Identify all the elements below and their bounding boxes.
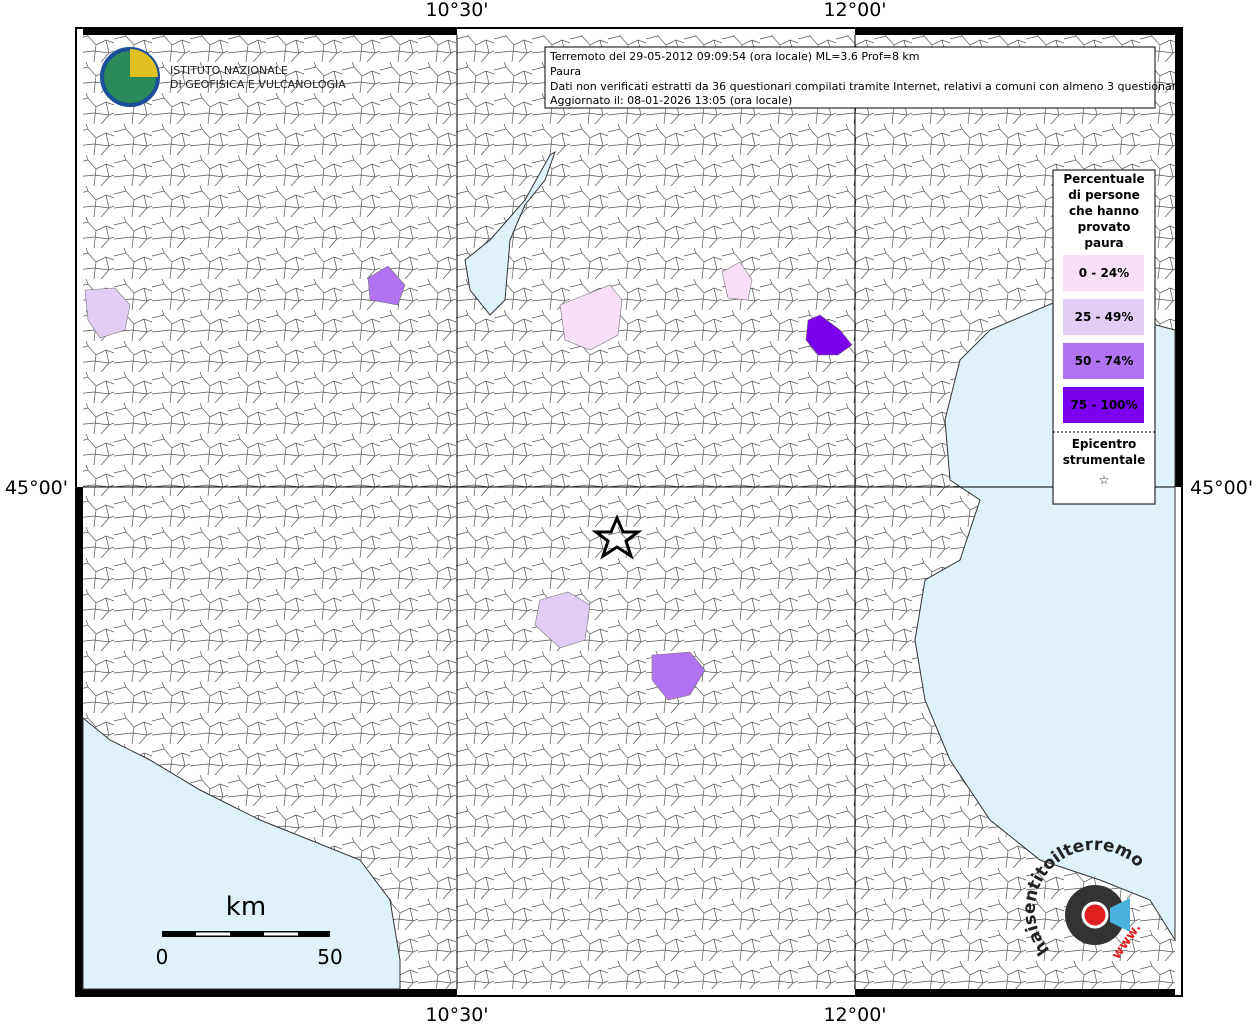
scale-segment — [196, 932, 230, 936]
legend-swatch — [1063, 299, 1144, 335]
epicenter-star — [591, 514, 643, 560]
municipality — [367, 265, 406, 306]
legend: ☆ Percentuale di persone che hanno provato p… — [1052, 169, 1156, 505]
legend-star: ☆ — [1099, 473, 1110, 487]
municipality — [651, 651, 706, 701]
info-line: Paura — [550, 65, 581, 78]
legend-title: che hanno — [1069, 204, 1139, 218]
municipality — [721, 261, 753, 301]
lon-label: 10°30' — [425, 1004, 488, 1024]
ingv-logo-part — [130, 49, 158, 77]
legend-swatch — [1063, 255, 1144, 291]
info-line: Aggiornato il: 08-01-2026 13:05 (ora loc… — [550, 94, 792, 107]
lon-label: 10°30' — [425, 0, 488, 21]
lon-label: 12°00' — [823, 0, 886, 21]
lat-label: 45°00' — [5, 477, 68, 499]
legend-label: 25 - 49% — [1075, 310, 1134, 324]
info-line: Dati non verificati estratti da 36 quest… — [550, 80, 1183, 93]
municipality — [559, 284, 623, 351]
legend-title: paura — [1084, 236, 1123, 250]
logo-text: DI GEOFISICA E VULCANOLOGIA — [170, 78, 346, 91]
legend-label: 50 - 74% — [1075, 354, 1134, 368]
scale-end: 50 — [317, 945, 342, 969]
tyrrhenian-sea — [82, 716, 401, 990]
legend-title: di persone — [1068, 188, 1140, 202]
scale-segment — [264, 932, 298, 936]
info-line: Terremoto del 29-05-2012 09:09:54 (ora l… — [549, 50, 920, 63]
lat-label: 45°00' — [1190, 477, 1253, 499]
scale-unit: km — [226, 892, 266, 922]
municipalities — [84, 261, 853, 701]
lon-label: 12°00' — [823, 1004, 886, 1024]
municipality — [84, 287, 131, 339]
municipality — [805, 314, 853, 356]
lake-garda — [464, 150, 556, 316]
legend-title: provato — [1078, 220, 1131, 234]
legend-epicenter: Epicentro — [1072, 437, 1137, 451]
municipality — [534, 591, 591, 649]
legend-epicenter: strumentale — [1063, 453, 1146, 467]
scale-bar — [162, 931, 330, 937]
legend-title: Percentuale — [1063, 172, 1144, 186]
legend-label: 0 - 24% — [1079, 266, 1129, 280]
graticule — [83, 35, 1175, 989]
legend-box — [1052, 169, 1156, 505]
logo-text: ISTITUTO NAZIONALE — [170, 64, 288, 77]
scale-start: 0 — [156, 945, 169, 969]
legend-label: 75 - 100% — [1070, 398, 1137, 412]
site-logo-speaker — [1110, 898, 1130, 932]
frame-ticks — [77, 29, 1181, 995]
info-box — [544, 46, 1156, 109]
legend-swatch — [1063, 343, 1144, 379]
legend-swatch — [1063, 387, 1144, 423]
site-logo-target — [1081, 901, 1109, 929]
